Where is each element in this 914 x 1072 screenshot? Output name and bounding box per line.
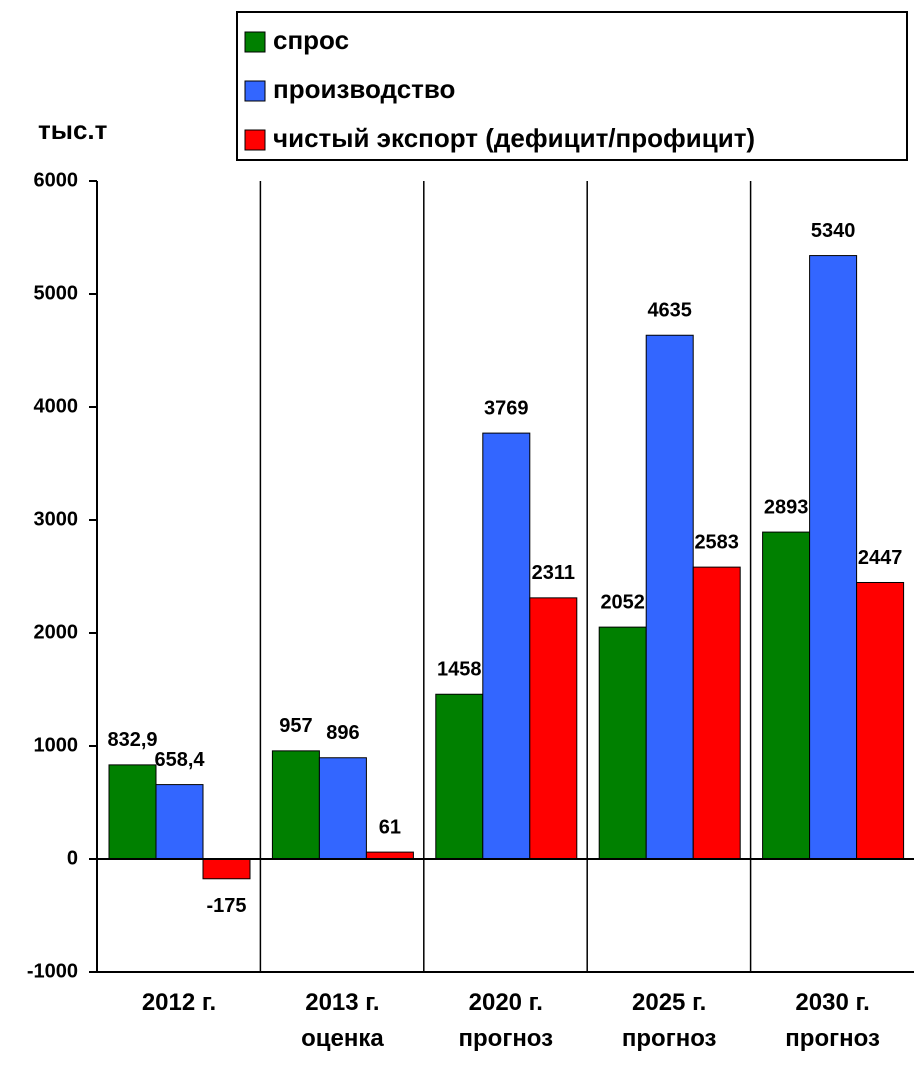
legend-box	[236, 11, 908, 161]
legend-swatch	[244, 129, 266, 151]
bar	[645, 334, 694, 860]
y-tick-label: 5000	[34, 282, 79, 304]
y-tick-label: 0	[67, 847, 78, 869]
bar	[318, 757, 367, 860]
x-tick-label: 2020 г. прогноз	[458, 989, 554, 1052]
bar	[365, 851, 414, 860]
value-label: 658,4	[154, 749, 205, 771]
bar	[598, 626, 647, 860]
x-tick-label: 2013 г. оценка	[301, 989, 384, 1052]
y-tick-label: 4000	[34, 395, 79, 417]
value-label: 3769	[484, 397, 529, 419]
bar	[271, 750, 320, 860]
legend-swatch	[244, 80, 266, 102]
bar	[762, 531, 811, 860]
x-tick-label: 2012 г.	[141, 989, 217, 1016]
legend-swatch	[244, 31, 266, 53]
bar	[155, 784, 204, 860]
bar	[692, 566, 741, 860]
x-tick-label: 2025 г. прогноз	[621, 989, 717, 1052]
legend-label: производство	[273, 74, 455, 104]
value-label: 832,9	[107, 729, 157, 751]
bar	[809, 255, 858, 860]
value-label: 2583	[694, 531, 739, 553]
y-axis-label: тыс.т	[38, 115, 108, 145]
value-label: 4635	[647, 300, 692, 322]
value-label: 2447	[858, 547, 903, 569]
legend-label: чистый экспорт (дефицит/профицит)	[273, 123, 755, 153]
bar	[108, 764, 157, 860]
y-tick-label: 3000	[34, 508, 79, 530]
x-tick-label: 2030 г. прогноз	[785, 989, 880, 1052]
value-label: 2311	[532, 562, 575, 584]
value-label: 2052	[600, 591, 645, 613]
value-label: 5340	[811, 220, 856, 242]
y-tick-label: 1000	[34, 734, 79, 756]
value-label: -175	[206, 895, 246, 917]
value-label: 1458	[437, 659, 482, 681]
value-label: 61	[379, 816, 401, 838]
bar	[435, 693, 484, 860]
legend-label: спрос	[273, 25, 349, 55]
bar	[482, 432, 531, 860]
y-tick-label: 6000	[34, 169, 79, 191]
value-label: 957	[279, 715, 312, 737]
y-tick-label: -1000	[27, 960, 78, 982]
bar	[529, 597, 578, 860]
value-label: 2893	[764, 496, 809, 518]
bar	[856, 581, 905, 860]
y-tick-label: 2000	[34, 621, 79, 643]
value-label: 896	[326, 722, 359, 744]
bar	[202, 858, 251, 880]
